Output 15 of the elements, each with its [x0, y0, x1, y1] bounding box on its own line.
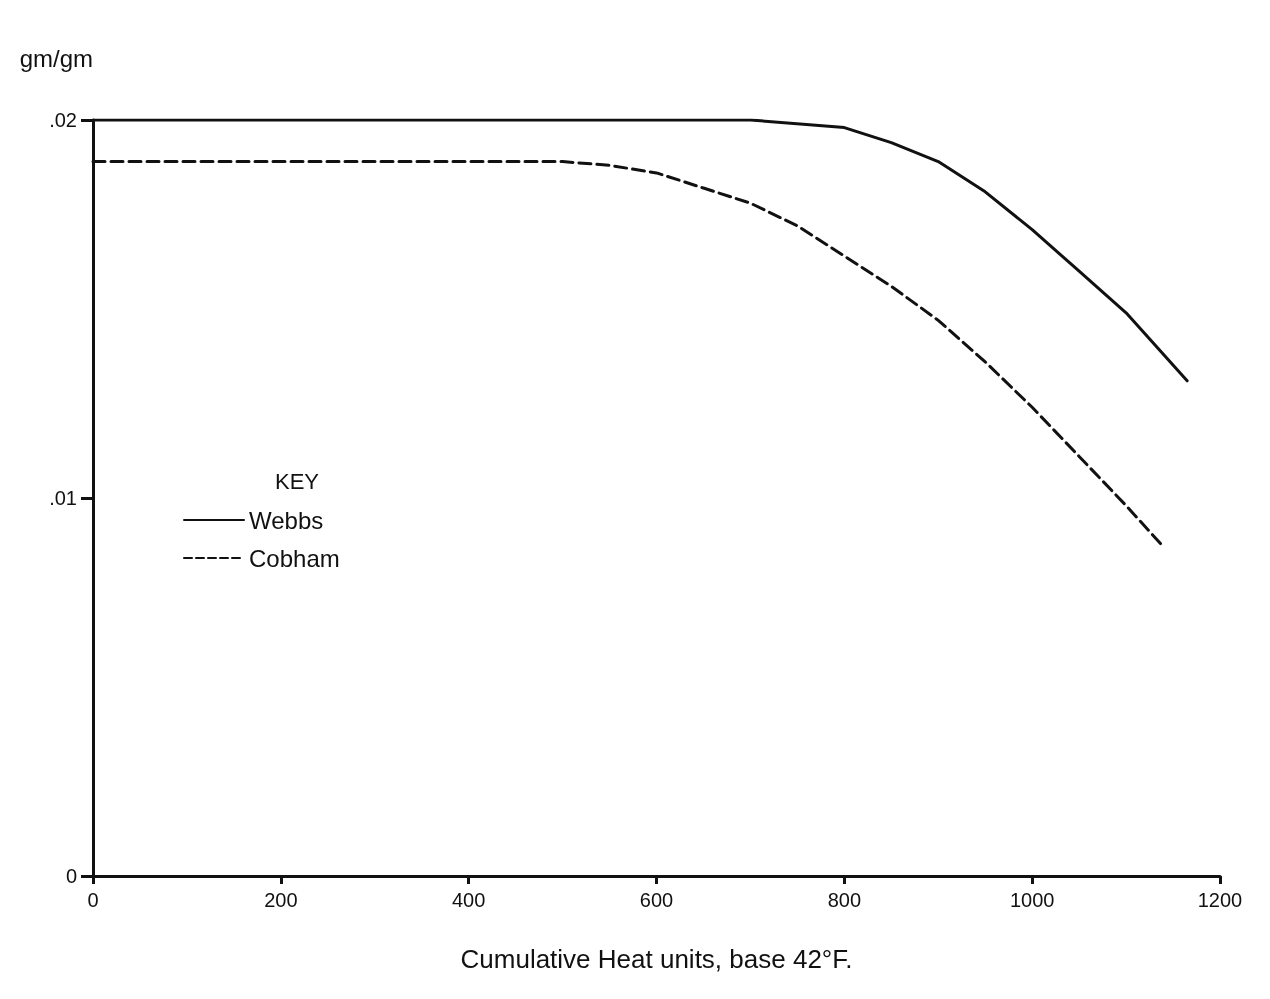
- x-tick-label: 200: [264, 889, 298, 911]
- x-tick-label: 0: [87, 889, 99, 911]
- y-tick-label: .02: [49, 109, 77, 131]
- legend-label: Cobham: [249, 544, 340, 572]
- x-tick-label: 400: [451, 889, 486, 911]
- x-axis-title: Cumulative Heat units, base 42°F.: [460, 944, 853, 974]
- y-axis-title: gm/gm: [19, 44, 93, 72]
- x-tick-label: 1200: [1197, 889, 1243, 911]
- y-tick-label: 0: [65, 865, 77, 887]
- x-tick-label: 600: [639, 889, 674, 911]
- legend-title: KEY: [275, 468, 320, 494]
- y-tick-label: .01: [49, 487, 77, 509]
- legend-label: Webbs: [249, 506, 324, 534]
- x-tick-label: 1000: [1009, 889, 1055, 911]
- x-tick-label: 800: [827, 889, 862, 911]
